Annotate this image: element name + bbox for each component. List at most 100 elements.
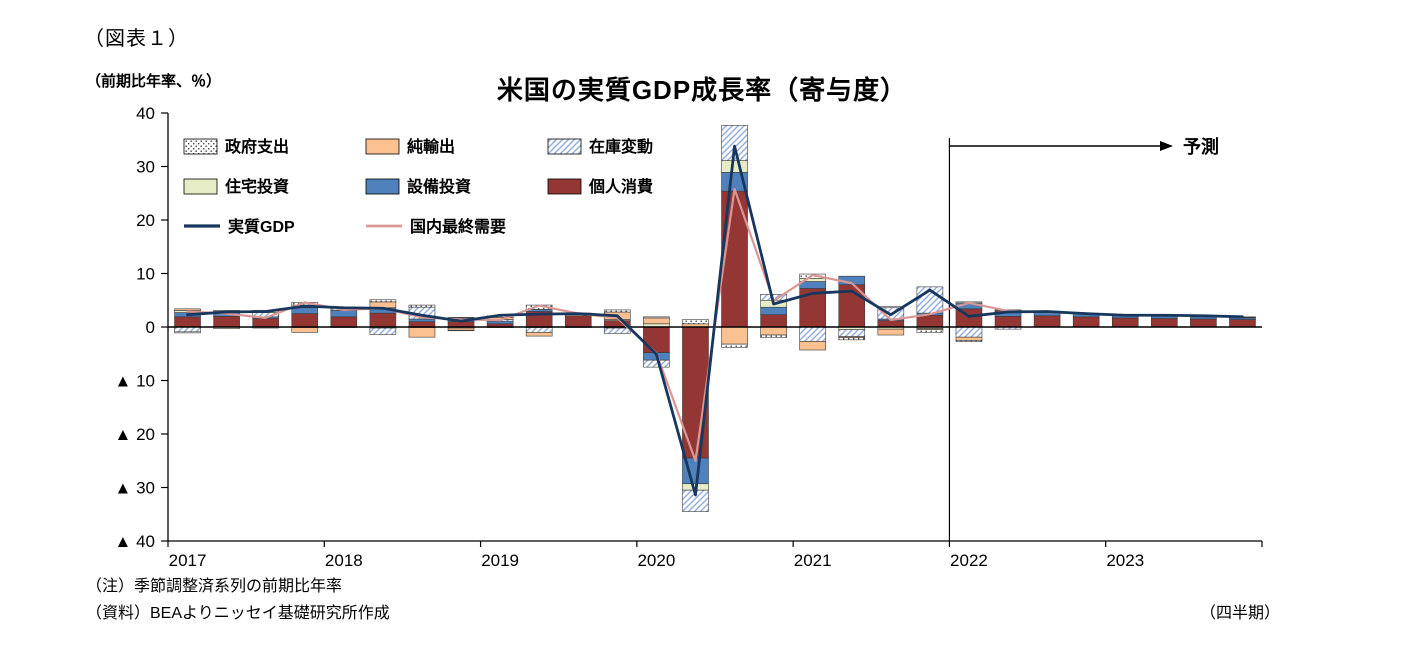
bar-segment-equip bbox=[799, 281, 826, 289]
y-tick-label: 0 bbox=[146, 318, 155, 337]
bar-segment-cons bbox=[643, 326, 670, 353]
x-year-label: 2018 bbox=[325, 551, 363, 570]
bar-segment-hous bbox=[721, 160, 748, 173]
figure-label: （図表１） bbox=[84, 28, 189, 50]
legend-item-cons: 個人消費 bbox=[547, 177, 653, 196]
legend-label-gdp: 実質GDP bbox=[228, 217, 295, 236]
bar-segment-cons bbox=[1111, 317, 1139, 328]
y-tick-label: ▲ 20 bbox=[115, 425, 155, 444]
bar-segment-net bbox=[447, 327, 475, 331]
bar-segment-net bbox=[525, 332, 553, 337]
bar-segment-cons bbox=[1033, 315, 1061, 328]
legend-swatch-equip bbox=[365, 178, 400, 195]
y-tick-label: ▲ 10 bbox=[115, 372, 155, 391]
legend-label-inv: 在庫変動 bbox=[589, 137, 653, 156]
bar-segment-equip bbox=[760, 306, 787, 315]
y-tick-label: 40 bbox=[136, 104, 155, 123]
bar-segment-inv bbox=[369, 327, 397, 335]
bar-segment-cons bbox=[174, 316, 201, 328]
legend-item-equip: 設備投資 bbox=[365, 177, 471, 196]
x-year-label: 2021 bbox=[794, 551, 832, 570]
y-tick-label: 30 bbox=[136, 158, 155, 177]
legend-swatch-cons bbox=[547, 178, 582, 195]
bar-segment-gov bbox=[174, 331, 201, 334]
legend-label-gov: 政府支出 bbox=[225, 137, 289, 156]
legend-swatch-net bbox=[365, 138, 400, 155]
legend-label-net: 純輸出 bbox=[407, 137, 455, 156]
bar-segment-net bbox=[643, 317, 670, 325]
bar-segment-cons bbox=[1072, 316, 1100, 328]
x-year-label: 2019 bbox=[481, 551, 519, 570]
bar-segment-cons bbox=[1190, 318, 1217, 328]
bar-segment-gov bbox=[447, 329, 475, 332]
y-tick-label: ▲ 30 bbox=[115, 479, 155, 498]
bar-segment-cons bbox=[330, 316, 358, 328]
bar-segment-inv bbox=[799, 326, 826, 342]
legend-item-dfd: 国内最終需要 bbox=[366, 217, 506, 236]
bar-segment-gov bbox=[838, 337, 866, 341]
bar-segment-cons bbox=[291, 313, 319, 328]
bar-segment-cons bbox=[760, 314, 787, 328]
bar-segment-cons bbox=[408, 321, 436, 328]
bar-segment-net bbox=[721, 326, 748, 345]
x-year-label: 2022 bbox=[950, 551, 988, 570]
bar-segment-equip bbox=[486, 320, 514, 325]
legend-swatch-inv bbox=[547, 138, 582, 155]
y-axis: 40 30 20 10 0 ▲ 10 ▲ 20 ▲ 30 ▲ 40 bbox=[115, 104, 169, 551]
bar-segment-equip bbox=[408, 318, 436, 322]
bar-segment-gov bbox=[643, 316, 670, 319]
x-year-label: 2020 bbox=[637, 551, 675, 570]
legend-label-hous: 住宅投資 bbox=[225, 177, 289, 196]
bar-segment-net bbox=[955, 336, 983, 341]
note-line-2: （資料）BEAよりニッセイ基礎研究所作成 bbox=[86, 605, 390, 622]
note-line-1: （注）季節調整済系列の前期比年率 bbox=[86, 578, 343, 595]
legend-item-inv: 在庫変動 bbox=[547, 137, 653, 156]
bar-segment-gov bbox=[682, 319, 709, 325]
legend-label-cons: 個人消費 bbox=[588, 177, 653, 196]
bar-segment-inv bbox=[604, 327, 631, 334]
bar-segment-gov bbox=[369, 299, 397, 303]
bar-segment-gov bbox=[916, 329, 944, 333]
bar-segment-cons bbox=[213, 315, 240, 328]
bar-segment-cons bbox=[1229, 319, 1256, 328]
legend-label-equip: 設備投資 bbox=[407, 177, 471, 196]
bar-segment-cons bbox=[369, 312, 397, 328]
legend-label-dfd: 国内最終需要 bbox=[410, 217, 506, 236]
chart-title: 米国の実質GDP成長率（寄与度） bbox=[496, 75, 908, 105]
bar-segment-inv bbox=[838, 329, 866, 337]
bar-segment-inv bbox=[174, 326, 201, 333]
bar-segment-net bbox=[291, 327, 319, 333]
x-year-label: 2017 bbox=[169, 551, 207, 570]
forecast-label: 予測 bbox=[1183, 136, 1219, 157]
bar-segment-cons bbox=[1151, 318, 1178, 328]
bar-segment-inv bbox=[525, 327, 553, 333]
bar-segment-gov bbox=[408, 304, 436, 308]
bar-segment-cons bbox=[252, 318, 279, 328]
line-gdp bbox=[186, 144, 1244, 497]
bar-segment-cons bbox=[916, 314, 944, 328]
bar-segment-inv bbox=[447, 317, 475, 319]
y-axis-unit-label: （前期比年率、％） bbox=[86, 73, 222, 90]
x-year-label: 2023 bbox=[1106, 551, 1144, 570]
forecast-marker: 予測 bbox=[948, 136, 1219, 541]
legend-item-net: 純輸出 bbox=[365, 137, 455, 156]
bar-segment-gov bbox=[604, 309, 631, 313]
legend-swatch-gov bbox=[183, 138, 218, 155]
forecast-arrowhead-icon bbox=[1160, 141, 1173, 151]
bar-segment-cons bbox=[877, 320, 905, 328]
bar-segment-cons bbox=[564, 315, 592, 328]
bar-segment-inv bbox=[643, 359, 670, 368]
x-axis-frequency-note: （四半期） bbox=[1200, 605, 1281, 622]
bars-inv bbox=[174, 125, 1022, 512]
legend-item-gdp: 実質GDP bbox=[184, 217, 295, 236]
y-tick-label: 10 bbox=[136, 265, 155, 284]
bar-segment-equip bbox=[330, 310, 358, 318]
bar-segment-net bbox=[760, 326, 787, 336]
bar-segment-gov bbox=[721, 343, 748, 348]
y-tick-label: 20 bbox=[136, 211, 155, 230]
legend-item-gov: 政府支出 bbox=[183, 137, 289, 156]
bar-segment-gov bbox=[760, 334, 787, 338]
